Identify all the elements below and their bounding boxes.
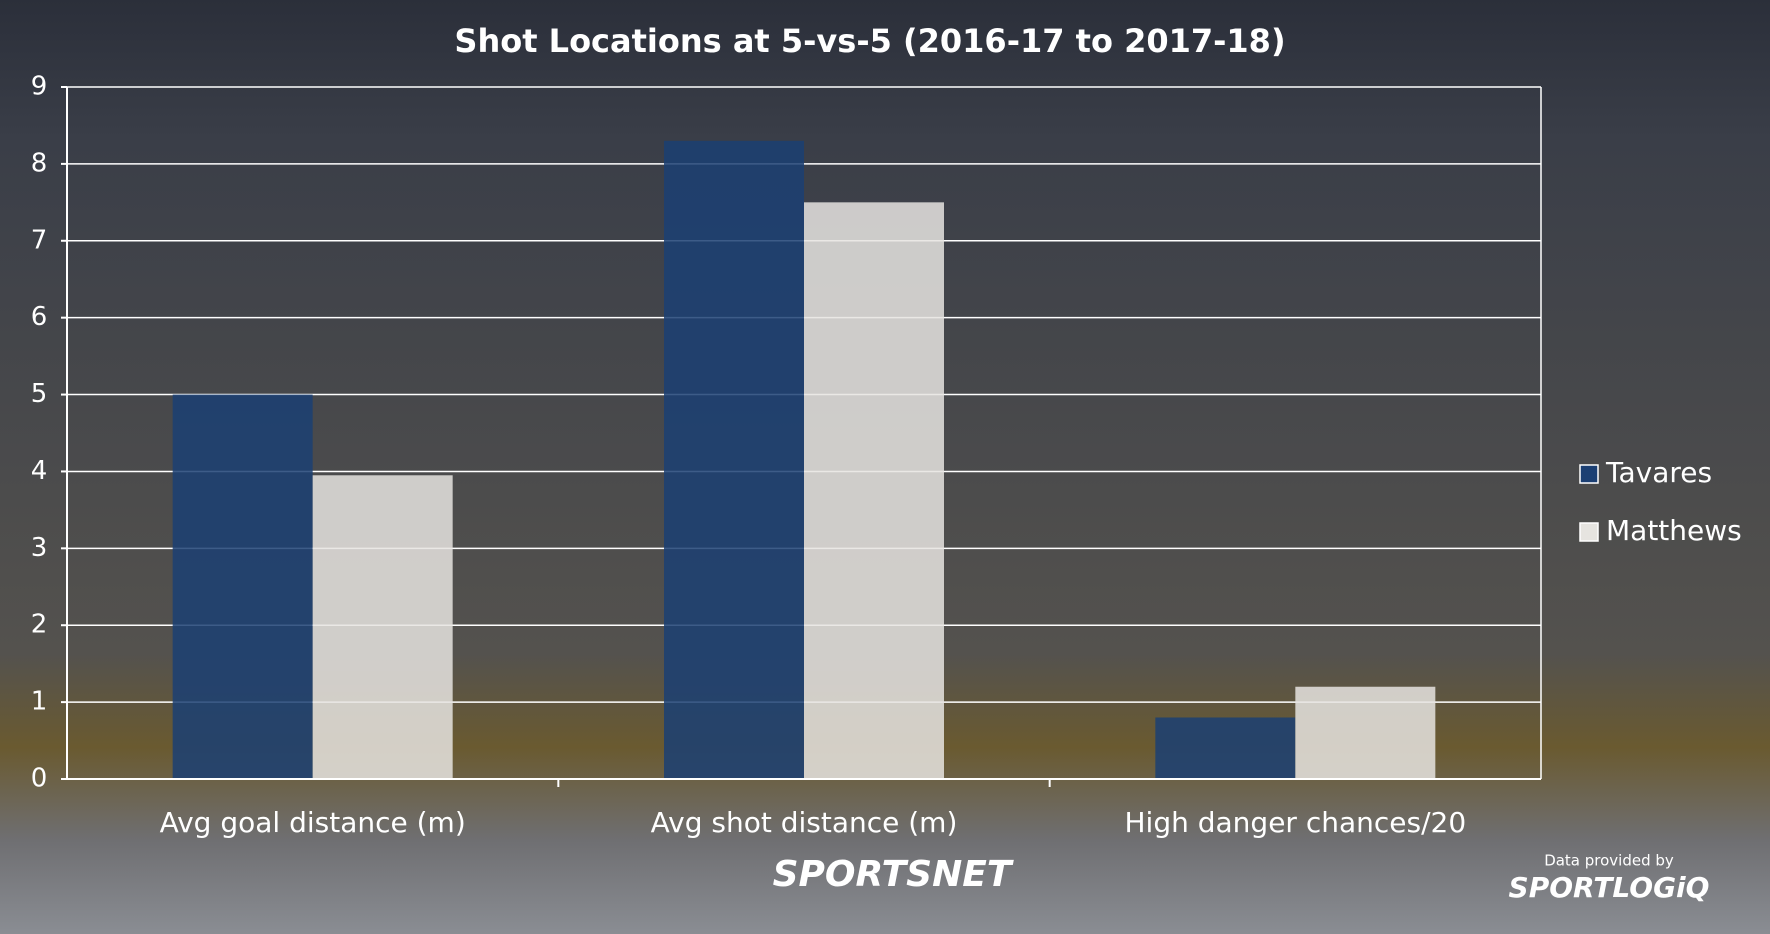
bar [664,140,804,780]
y-tick-label: 4 [31,456,48,486]
y-tick-label: 2 [31,610,48,640]
bar [1155,717,1296,779]
legend-label: Matthews [1606,514,1742,547]
x-tick-label: Avg goal distance (m) [160,806,466,839]
y-tick-label: 5 [31,379,48,409]
bar [1295,686,1436,779]
bar [312,475,453,779]
y-tick-label: 3 [31,533,48,563]
credit-text: Data provided by [1544,852,1674,870]
y-tick-label: 6 [31,302,48,332]
plot-area: 0 1 2 3 4 5 6 7 8 9 Avg goal distance (m) Avg shot … [31,72,1742,840]
legend-swatch [1579,522,1599,542]
y-tick-label: 9 [31,72,48,102]
provider-logo: SPORTLOGiQ [1509,871,1710,904]
x-tick-label: High danger chances/20 [1124,806,1466,839]
bar [804,202,944,780]
legend-swatch [1579,464,1599,484]
y-tick-label: 1 [31,687,48,717]
chart-title: Shot Locations at 5-vs-5 (2016-17 to 201… [454,22,1285,60]
brand-logo: SPORTSNET [773,854,1014,895]
y-tick-label: 7 [31,225,48,255]
bar [172,394,313,779]
y-tick-label: 0 [31,764,48,794]
legend-label: Tavares [1605,456,1712,489]
y-tick-label: 8 [31,148,48,178]
x-tick-label: Avg shot distance (m) [651,806,958,839]
